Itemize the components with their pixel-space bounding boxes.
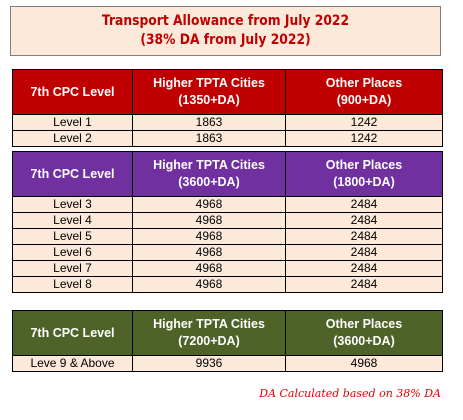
- cell-other: 4968: [285, 355, 443, 372]
- cell-higher: 4968: [132, 212, 286, 229]
- header-higher-tpta: Higher TPTA Cities (3600+DA): [132, 151, 286, 197]
- cell-level: Level 5: [12, 228, 133, 245]
- cell-higher: 1863: [132, 114, 286, 131]
- ta-table-level-3-8: 7th CPC Level Higher TPTA Cities (3600+D…: [12, 151, 443, 293]
- page-title: Transport Allowance from July 2022 (38% …: [10, 6, 441, 56]
- cell-other: 1242: [285, 114, 443, 131]
- table-row: Level 2 1863 1242: [12, 130, 443, 147]
- header-other-places-rate: (3600+DA): [333, 334, 395, 348]
- header-higher-tpta-title: Higher TPTA Cities: [153, 317, 265, 331]
- header-cpc-level: 7th CPC Level: [12, 69, 133, 115]
- cell-other: 2484: [285, 228, 443, 245]
- cell-level: Leve 9 & Above: [12, 355, 133, 372]
- table-header-row: 7th CPC Level Higher TPTA Cities (7200+D…: [12, 310, 443, 356]
- header-higher-tpta-rate: (1350+DA): [178, 93, 240, 107]
- table-header-row: 7th CPC Level Higher TPTA Cities (3600+D…: [12, 151, 443, 197]
- cell-level: Level 8: [12, 276, 133, 293]
- cell-higher: 4968: [132, 276, 286, 293]
- cell-other: 2484: [285, 196, 443, 213]
- ta-table-level-1-2: 7th CPC Level Higher TPTA Cities (1350+D…: [12, 69, 443, 147]
- cell-other: 2484: [285, 244, 443, 261]
- header-other-places: Other Places (900+DA): [285, 69, 443, 115]
- table-row: Level 1 1863 1242: [12, 114, 443, 131]
- cell-other: 2484: [285, 276, 443, 293]
- cell-level: Level 6: [12, 244, 133, 261]
- table-row: Level 8 4968 2484: [12, 276, 443, 293]
- header-other-places-rate: (1800+DA): [333, 175, 395, 189]
- table-header-row: 7th CPC Level Higher TPTA Cities (1350+D…: [12, 69, 443, 115]
- ta-table-level-9-above: 7th CPC Level Higher TPTA Cities (7200+D…: [12, 310, 443, 372]
- table-row: Level 5 4968 2484: [12, 228, 443, 245]
- header-cpc-level: 7th CPC Level: [12, 151, 133, 197]
- header-other-places: Other Places (1800+DA): [285, 151, 443, 197]
- cell-higher: 9936: [132, 355, 286, 372]
- header-other-places-rate: (900+DA): [336, 93, 392, 107]
- table-row: Level 6 4968 2484: [12, 244, 443, 261]
- cell-higher: 4968: [132, 244, 286, 261]
- cell-level: Level 2: [12, 130, 133, 147]
- header-other-places-title: Other Places: [325, 317, 403, 331]
- header-other-places-title: Other Places: [325, 158, 403, 172]
- cell-level: Level 3: [12, 196, 133, 213]
- header-higher-tpta-title: Higher TPTA Cities: [153, 76, 265, 90]
- cell-other: 2484: [285, 212, 443, 229]
- header-higher-tpta: Higher TPTA Cities (1350+DA): [132, 69, 286, 115]
- table-row: Leve 9 & Above 9936 4968: [12, 355, 443, 372]
- cell-higher: 4968: [132, 260, 286, 277]
- title-line-2: (38% DA from July 2022): [140, 32, 311, 48]
- header-higher-tpta-title: Higher TPTA Cities: [153, 158, 265, 172]
- cell-level: Level 1: [12, 114, 133, 131]
- header-higher-tpta: Higher TPTA Cities (7200+DA): [132, 310, 286, 356]
- cell-level: Level 7: [12, 260, 133, 277]
- cell-higher: 4968: [132, 228, 286, 245]
- title-line-1: Transport Allowance from July 2022: [101, 13, 350, 29]
- cell-higher: 4968: [132, 196, 286, 213]
- header-other-places-title: Other Places: [325, 76, 403, 90]
- cell-other: 2484: [285, 260, 443, 277]
- footnote: DA Calculated based on 38% DA: [259, 387, 441, 400]
- cell-other: 1242: [285, 130, 443, 147]
- header-other-places: Other Places (3600+DA): [285, 310, 443, 356]
- cell-level: Level 4: [12, 212, 133, 229]
- table-row: Level 4 4968 2484: [12, 212, 443, 229]
- table-row: Level 7 4968 2484: [12, 260, 443, 277]
- header-higher-tpta-rate: (3600+DA): [178, 175, 240, 189]
- cell-higher: 1863: [132, 130, 286, 147]
- header-cpc-level: 7th CPC Level: [12, 310, 133, 356]
- header-higher-tpta-rate: (7200+DA): [178, 334, 240, 348]
- table-row: Level 3 4968 2484: [12, 196, 443, 213]
